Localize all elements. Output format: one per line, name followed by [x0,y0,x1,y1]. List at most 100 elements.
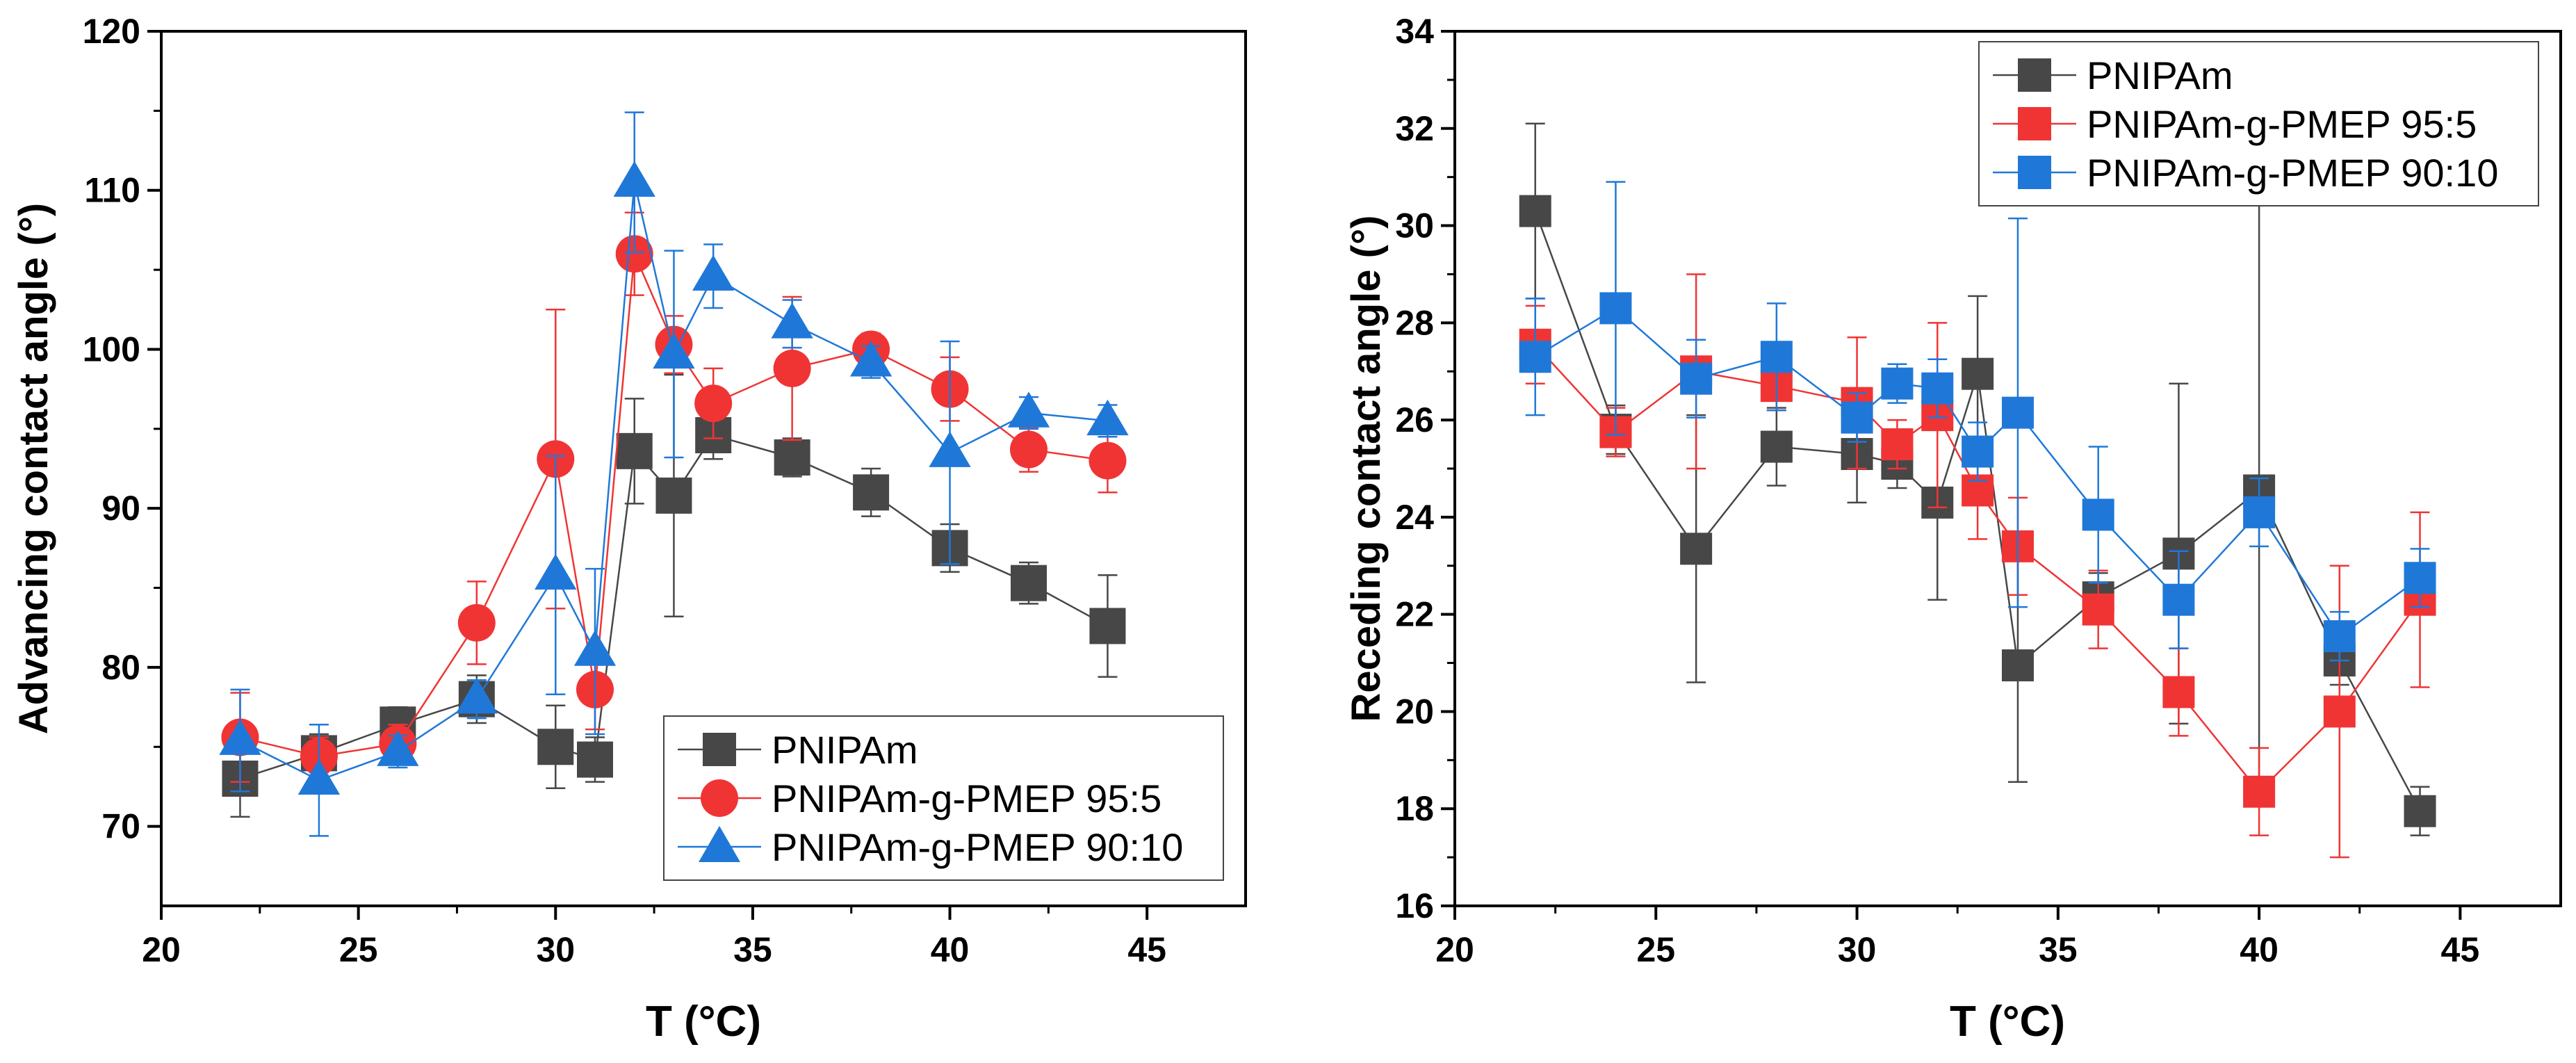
x-tick-label: 45 [2441,930,2480,969]
legend-entry: PNIPAm [1993,54,2233,97]
y-tick-label: 16 [1395,886,1434,925]
legend-entry: PNIPAm [678,728,918,772]
y-tick-label: 30 [1395,206,1434,245]
data-point [1881,428,1914,461]
y-tick-label: 90 [101,489,140,528]
y-tick-label: 22 [1395,595,1434,634]
data-point [2243,775,2276,808]
data-point [615,235,653,273]
legend-entry: PNIPAm-g-PMEP 95:5 [1993,102,2477,146]
y-tick-label: 34 [1395,12,1434,51]
data-point [2243,496,2276,528]
series-pnipam-g-pmep-90-10 [219,111,1129,837]
data-point [2001,649,2034,682]
legend-label: PNIPAm-g-PMEP 95:5 [772,777,1161,820]
y-axis-label: Advancing contact angle (°) [11,203,56,734]
axis-layer: 20 25 30 35 40 45 16 18 20 22 24 26 28 30 32 34 [1395,12,2479,969]
data-point [457,603,496,642]
data-point [694,384,733,423]
data-point [616,432,653,469]
data-point [2323,695,2356,728]
data-point [773,349,811,387]
data-point [219,719,261,755]
data-point [1962,357,1994,390]
data-point [2162,583,2195,616]
legend-marker-square [2018,58,2051,92]
plot-series-layer [219,111,1129,837]
data-point [537,729,574,765]
data-point [1599,292,1632,325]
y-tick-label: 20 [1395,692,1434,731]
data-point [2001,396,2034,429]
x-tick-label: 20 [1435,930,1474,969]
data-point [1089,441,1127,480]
data-point [929,431,971,467]
legend-label: PNIPAm-g-PMEP 95:5 [2087,102,2477,146]
data-point [1010,430,1047,469]
x-axis-label: T (°C) [1950,998,2065,1046]
y-axis-label: Receding contact angle (°) [1344,216,1389,722]
data-point [1881,367,1914,400]
data-point [1519,195,1551,227]
y-tick-label: 70 [101,807,140,846]
y-tick-label: 100 [83,330,140,368]
x-tick-label: 30 [1838,930,1877,969]
data-point [297,758,341,795]
legend-marker-square [2018,156,2051,189]
data-point [2404,562,2436,594]
data-point [2162,676,2195,708]
axis-layer: 20 25 30 35 40 45 70 80 90 100 110 120 [83,12,1166,969]
legend: PNIPAm PNIPAm-g-PMEP 95:5 PNIPAm-g-PMEP … [1978,41,2539,206]
y-tick-label: 110 [84,171,140,210]
data-point [573,630,617,666]
data-point [1011,565,1047,601]
y-tick-label: 18 [1395,789,1434,828]
data-point [1841,401,1873,434]
data-point [655,477,692,514]
y-tick-label: 28 [1395,303,1434,342]
data-point [692,254,735,291]
legend-label: PNIPAm-g-PMEP 90:10 [2087,151,2498,195]
legend-entry: PNIPAm-g-PMEP 90:10 [1993,151,2498,195]
data-point [774,439,810,476]
data-point [771,302,813,339]
data-point [2082,593,2114,626]
legend-marker-square [2018,107,2051,140]
data-point [455,678,498,714]
data-point [1921,372,1954,405]
plot-frame [160,30,1247,907]
x-tick-label: 20 [142,930,181,969]
data-point [1086,399,1129,436]
data-point [1760,430,1793,463]
legend-label: PNIPAm [772,728,918,772]
y-tick-label: 26 [1395,400,1434,439]
x-axis-label: T (°C) [646,998,761,1046]
legend-marker-triangle [699,826,740,862]
chart-advancing-angle: 20 25 30 35 40 45 70 80 90 100 110 120 T (°C) Advan… [11,12,1247,1046]
y-tick-label: 32 [1395,109,1434,148]
x-tick-label: 25 [1636,930,1675,969]
legend-marker-circle [701,779,738,817]
data-point [1007,391,1050,428]
data-point [2404,795,2436,827]
plot-series-layer [1519,122,2436,859]
legend-label: PNIPAm [2087,54,2233,97]
data-point [377,730,419,766]
data-point [1962,435,1994,468]
data-point [1680,362,1713,395]
legend-entry: PNIPAm-g-PMEP 95:5 [678,777,1161,820]
x-tick-label: 30 [536,930,575,969]
x-tick-label: 45 [1127,930,1166,969]
y-tick-label: 120 [83,12,140,51]
legend: PNIPAm PNIPAm-g-PMEP 95:5 PNIPAm-g-PMEP … [663,715,1224,881]
legend-label: PNIPAm-g-PMEP 90:10 [772,825,1183,869]
x-tick-label: 40 [931,930,970,969]
data-point [613,161,655,197]
legend-entry: PNIPAm-g-PMEP 90:10 [678,825,1183,869]
y-tick-label: 24 [1395,498,1434,537]
data-point [535,553,577,590]
data-point [577,741,613,778]
x-tick-label: 35 [733,930,772,969]
